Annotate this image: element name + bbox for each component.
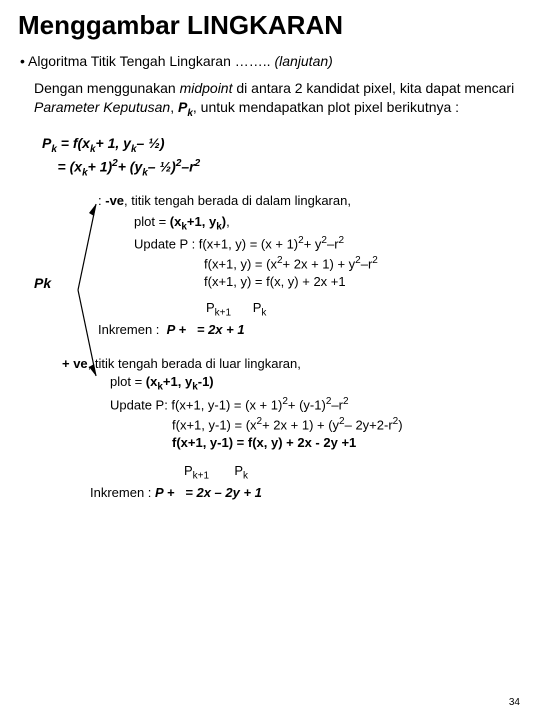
intro-paragraph: Dengan menggunakan midpoint di antara 2 … (34, 79, 522, 120)
positive-case: + ve, titik tengah berada di luar lingka… (62, 355, 522, 452)
cases-section: Pk : -ve, titik tengah berada di dalam l… (34, 192, 522, 502)
branch-arrows-icon (56, 200, 100, 380)
pk-label: Pk (34, 274, 51, 294)
negative-case: : -ve, titik tengah berada di dalam ling… (98, 192, 522, 291)
page-number: 34 (509, 697, 520, 708)
subtitle: • Algoritma Titik Tengah Lingkaran …….. … (20, 53, 522, 69)
subtitle-prefix: • Algoritma Titik Tengah Lingkaran …….. (20, 53, 274, 69)
subtitle-suffix: (lanjutan) (274, 53, 332, 69)
formula-block: Pk = f(xk+ 1, yk– ½) = (xk+ 1)2+ (yk– ½)… (42, 134, 522, 180)
increment-negative: Pk+1 Pk Inkremen : P + = 2x + 1 (98, 299, 522, 339)
increment-positive: Pk+1 Pk Inkremen : P + = 2x – 2y + 1 (90, 462, 522, 502)
page-title: Menggambar LINGKARAN (18, 10, 522, 41)
